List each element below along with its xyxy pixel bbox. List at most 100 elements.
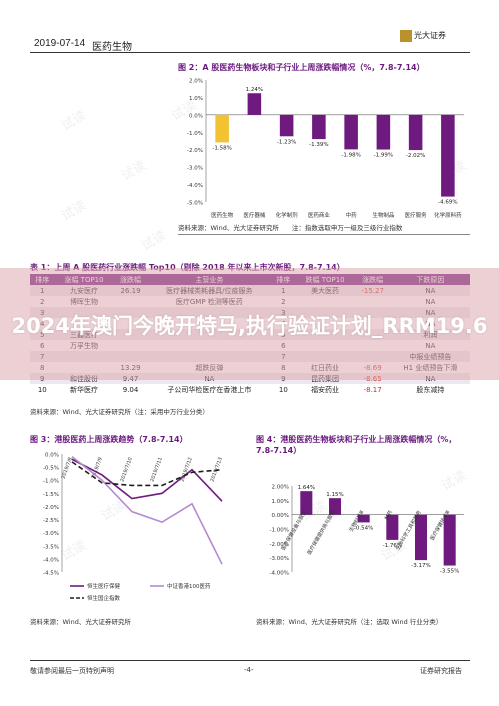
- data-label: -4.69%: [438, 200, 457, 206]
- y-tick-label: -1.0%: [187, 131, 203, 137]
- footer-report-type: 证券研究报告: [420, 667, 462, 675]
- fig2-divider: [178, 234, 470, 235]
- y-tick-label: -1.0%: [43, 479, 59, 485]
- x-tick-label: 2019/7/10: [119, 457, 133, 483]
- fig2-chart: 2.0% 1.0% 0.0% -1.0% -2.0% -3.0% -4.0% -5.0% -1.…: [187, 79, 464, 219]
- table1-source: 资料来源：Wind、光大证券研究所（注：采用中万行业分类）: [30, 408, 209, 416]
- y-tick-label: 1.00%: [272, 499, 289, 505]
- fig4-chart: 2.00% 1.00% 0.00% -1.00% -2.00% -3.00% -4.00% 1…: [270, 485, 464, 577]
- table-cell: 10: [278, 385, 288, 394]
- fig2-caption: 图 2：A 股医药生物板块和子行业上周涨跌幅情况（%，7.8-7.14）: [178, 63, 425, 72]
- category-label: 中药: [346, 211, 358, 219]
- data-label: -1.39%: [309, 142, 328, 148]
- y-tick-label: -4.00%: [270, 571, 289, 577]
- fig2-source: 资料来源：Wind、光大证券研究所 注：指数选取申万一级及三级行业指数: [178, 224, 403, 232]
- category-label: 化学原料药: [434, 211, 462, 219]
- promo-overlay-title: 2024年澳门今晚开特马,执行验证计划_RRM19.6: [11, 314, 488, 338]
- category-label: 制药: [383, 509, 394, 521]
- bar: [408, 114, 423, 151]
- bar: [376, 114, 391, 150]
- y-tick-label: 0.0%: [45, 453, 59, 459]
- y-tick-label: -4.0%: [43, 557, 59, 563]
- y-tick-label: -4.5%: [43, 571, 59, 577]
- table-cell: 9.04: [122, 385, 139, 394]
- data-label: 1.24%: [246, 87, 263, 93]
- x-tick-label: 2019/7/8: [61, 457, 74, 480]
- category-label: 化学制剂: [276, 211, 299, 219]
- series-line: [71, 458, 223, 502]
- y-tick-label: -2.0%: [43, 505, 59, 511]
- bar: [247, 93, 262, 115]
- bar: [414, 514, 428, 561]
- y-tick-label: -1.00%: [270, 528, 289, 534]
- y-tick-label: 2.0%: [189, 79, 203, 85]
- y-tick-label: -3.0%: [43, 531, 59, 537]
- y-tick-label: -2.0%: [187, 148, 203, 154]
- table-cell: 新华医疗: [70, 385, 99, 394]
- footer-divider: [30, 660, 470, 661]
- category-label: 医疗器械: [243, 211, 266, 219]
- brand-logo: 光大证券: [414, 31, 446, 40]
- data-label: -0.54%: [354, 525, 373, 531]
- table-cell: 股东减持: [416, 385, 445, 394]
- legend-label: 中证香港100医药: [167, 582, 211, 590]
- y-tick-label: -4.0%: [187, 183, 203, 189]
- report-category: 医药生物: [92, 42, 132, 53]
- category-label: 医药商业: [308, 211, 331, 219]
- table-cell: 子公司华检医疗在香港上市: [167, 385, 252, 394]
- watermark-text: 试读: [58, 198, 90, 225]
- table-row: 10 新华医疗 9.04 子公司华检医疗在香港上市 10 福安药业 -8.17 股东减持: [30, 384, 470, 395]
- y-tick-label: -3.5%: [43, 544, 59, 550]
- category-label: 医药生物: [211, 211, 234, 219]
- fig4-caption: 图 4：港股医药生物板块和子行业上周涨跌幅情况（%，7.8-7.14）: [256, 435, 457, 455]
- fig3-source: 资料来源：Wind、光大证券研究所: [30, 618, 131, 626]
- category-label: 医疗服务: [405, 211, 428, 219]
- data-label: -1.58%: [212, 145, 231, 151]
- y-tick-label: -1.5%: [43, 492, 59, 498]
- y-tick-label: -2.00%: [270, 542, 289, 548]
- report-date: 2019-07-14: [34, 38, 86, 49]
- bar: [300, 491, 313, 515]
- data-label: -2.02%: [406, 153, 425, 159]
- data-label: -3.55%: [440, 569, 459, 575]
- logo-mark-icon: [400, 30, 412, 42]
- bar: [344, 114, 358, 150]
- page-number: -4-: [244, 666, 254, 674]
- bar: [443, 514, 456, 566]
- table-cell: -8.17: [363, 385, 382, 394]
- watermark-text: 试读: [118, 158, 150, 185]
- promo-overlay: [0, 268, 499, 380]
- fig3-chart: 0.0% -0.5% -1.0% -1.5% -2.0% -2.5% -3.0% -3.5% -…: [43, 453, 224, 603]
- series-line: [71, 461, 223, 487]
- data-label: -1.99%: [374, 153, 393, 159]
- watermark-text: 试读: [58, 108, 90, 135]
- table-cell: 福安药业: [311, 385, 340, 394]
- data-label: 1.15%: [326, 492, 343, 498]
- y-tick-label: -3.00%: [270, 556, 289, 562]
- legend-label: 恒生国企指数: [87, 594, 121, 602]
- bar: [328, 498, 342, 515]
- x-tick-label: 2019/7/11: [149, 457, 163, 483]
- bar: [441, 114, 455, 197]
- fig3-caption: 图 3：港股医药上周涨跌趋势（7.8-7.14）: [30, 435, 188, 444]
- table-cell: 10: [37, 385, 47, 394]
- bar: [386, 514, 399, 540]
- y-tick-label: -5.0%: [187, 201, 203, 207]
- table1-caption: 表 1：上周 A 股医药行业涨跌幅 Top10（剔除 2018 年以来上市次新股…: [30, 262, 345, 273]
- category-label: 生物制品: [372, 211, 395, 219]
- legend-label: 恒生医疗保健: [87, 582, 121, 590]
- bar: [279, 114, 294, 137]
- fig4-source: 资料来源：Wind、光大证券研究所（注：选取 Wind 行业分类）: [256, 618, 443, 626]
- y-tick-label: -0.5%: [43, 466, 59, 472]
- header-divider: [30, 52, 470, 53]
- y-tick-label: -3.0%: [187, 166, 203, 172]
- watermark-text: 试读: [138, 228, 170, 255]
- data-label: -1.98%: [341, 152, 360, 158]
- y-tick-label: 0.00%: [272, 513, 289, 519]
- footer-disclaimer: 敬请参阅最后一页特别声明: [30, 667, 114, 675]
- data-label: -1.76%: [383, 543, 402, 549]
- series-line: [71, 455, 223, 565]
- category-label: 医疗保健提供商与服务: [306, 509, 337, 556]
- y-tick-label: -2.5%: [43, 518, 59, 524]
- data-label: -3.17%: [411, 563, 430, 569]
